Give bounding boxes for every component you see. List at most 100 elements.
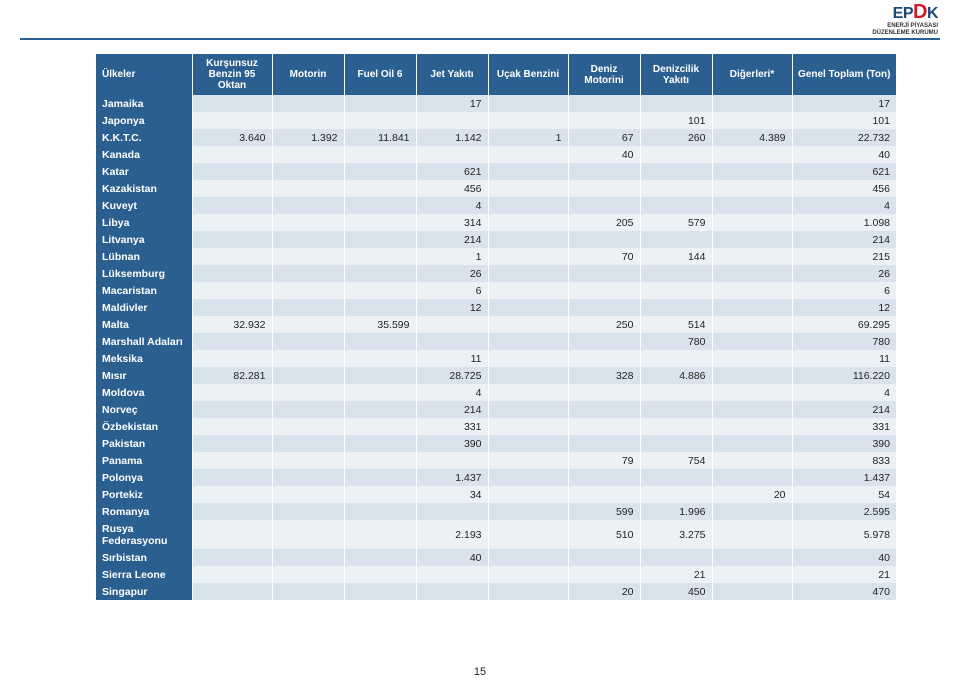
data-cell (568, 299, 640, 316)
data-cell (344, 248, 416, 265)
data-cell (568, 384, 640, 401)
data-cell: 2.595 (792, 503, 896, 520)
row-label: Sırbistan (96, 549, 192, 566)
data-cell: 599 (568, 503, 640, 520)
data-cell (712, 112, 792, 129)
data-cell (192, 401, 272, 418)
table-header-row: ÜlkelerKurşunsuz Benzin 95 OktanMotorinF… (96, 54, 896, 95)
data-cell (712, 583, 792, 600)
row-label: Lübnan (96, 248, 192, 265)
data-cell: 621 (792, 163, 896, 180)
data-cell (344, 367, 416, 384)
data-cell (568, 418, 640, 435)
data-cell (272, 265, 344, 282)
data-cell (712, 367, 792, 384)
data-cell (640, 401, 712, 418)
data-cell (344, 452, 416, 469)
row-label: Libya (96, 214, 192, 231)
data-cell (272, 197, 344, 214)
logo-text-left: EP (893, 5, 913, 22)
data-cell (488, 583, 568, 600)
data-cell: 34 (416, 486, 488, 503)
data-cell (488, 180, 568, 197)
data-cell (344, 469, 416, 486)
data-cell: 101 (640, 112, 712, 129)
data-cell (712, 282, 792, 299)
data-cell (712, 214, 792, 231)
data-cell (712, 549, 792, 566)
data-cell: 450 (640, 583, 712, 600)
row-label: Portekiz (96, 486, 192, 503)
data-cell: 1.142 (416, 129, 488, 146)
data-cell: 4 (792, 197, 896, 214)
data-cell (488, 384, 568, 401)
data-cell: 40 (792, 549, 896, 566)
data-cell: 780 (640, 333, 712, 350)
data-cell (488, 197, 568, 214)
table-row: Libya3142055791.098 (96, 214, 896, 231)
table-row: Litvanya214214 (96, 231, 896, 248)
row-label: Polonya (96, 469, 192, 486)
data-cell (344, 95, 416, 112)
data-cell (568, 197, 640, 214)
row-label: Sierra Leone (96, 566, 192, 583)
data-cell: 3.640 (192, 129, 272, 146)
table-row: Romanya5991.9962.595 (96, 503, 896, 520)
data-cell: 214 (416, 231, 488, 248)
table-row: Jamaika1717 (96, 95, 896, 112)
row-label: Kazakistan (96, 180, 192, 197)
row-label: Malta (96, 316, 192, 333)
table-row: K.K.T.C.3.6401.39211.8411.1421672604.389… (96, 129, 896, 146)
table-header-cell: Jet Yakıtı (416, 54, 488, 95)
data-cell (344, 401, 416, 418)
data-cell (488, 469, 568, 486)
table-row: Meksika1111 (96, 350, 896, 367)
table-row: Mısır82.28128.7253284.886116.220 (96, 367, 896, 384)
data-cell (272, 503, 344, 520)
data-cell: 6 (792, 282, 896, 299)
data-cell: 514 (640, 316, 712, 333)
data-cell: 26 (792, 265, 896, 282)
data-cell (640, 469, 712, 486)
data-cell (192, 384, 272, 401)
data-cell: 314 (416, 214, 488, 231)
table-header-cell: Deniz Motorini (568, 54, 640, 95)
data-cell (416, 112, 488, 129)
data-cell (568, 180, 640, 197)
data-cell: 4.389 (712, 129, 792, 146)
data-cell (416, 583, 488, 600)
data-cell (272, 418, 344, 435)
table-row: Singapur20450470 (96, 583, 896, 600)
data-cell (272, 146, 344, 163)
data-cell (344, 282, 416, 299)
data-cell: 20 (712, 486, 792, 503)
table-row: Rusya Federasyonu2.1935103.2755.978 (96, 520, 896, 549)
data-cell (272, 367, 344, 384)
data-cell (192, 231, 272, 248)
data-cell (568, 282, 640, 299)
data-cell (272, 95, 344, 112)
data-cell: 116.220 (792, 367, 896, 384)
data-cell (640, 435, 712, 452)
data-cell (344, 503, 416, 520)
data-cell (712, 401, 792, 418)
table-row: Sırbistan4040 (96, 549, 896, 566)
data-cell: 54 (792, 486, 896, 503)
table-row: Japonya101101 (96, 112, 896, 129)
data-cell (192, 214, 272, 231)
data-cell (488, 299, 568, 316)
data-cell: 11 (416, 350, 488, 367)
data-cell (640, 163, 712, 180)
data-cell: 214 (792, 401, 896, 418)
data-cell: 12 (416, 299, 488, 316)
data-cell (640, 95, 712, 112)
data-cell (192, 520, 272, 549)
data-cell (568, 549, 640, 566)
data-cell (712, 95, 792, 112)
data-cell (344, 333, 416, 350)
data-cell: 4 (416, 197, 488, 214)
table-row: Moldova44 (96, 384, 896, 401)
data-cell (344, 112, 416, 129)
data-cell (192, 265, 272, 282)
table-row: Kuveyt44 (96, 197, 896, 214)
